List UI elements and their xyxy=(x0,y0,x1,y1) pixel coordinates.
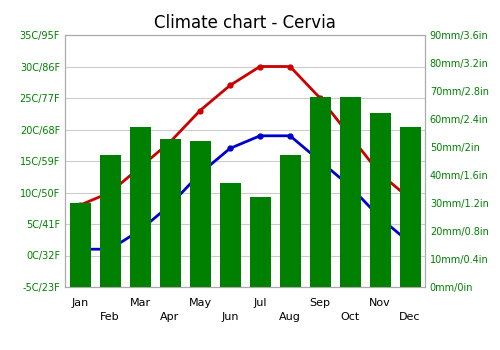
Bar xyxy=(160,139,180,287)
Bar xyxy=(310,97,330,287)
Bar xyxy=(250,197,270,287)
Bar xyxy=(70,203,90,287)
Bar xyxy=(130,127,150,287)
Bar xyxy=(220,183,240,287)
Bar xyxy=(100,155,120,287)
Bar xyxy=(370,113,390,287)
Text: Dec: Dec xyxy=(399,312,421,322)
Title: Climate chart - Cervia: Climate chart - Cervia xyxy=(154,14,336,32)
Text: Apr: Apr xyxy=(160,312,180,322)
Text: Sep: Sep xyxy=(310,298,330,308)
Text: Oct: Oct xyxy=(340,312,359,322)
Text: Jun: Jun xyxy=(221,312,239,322)
Text: Aug: Aug xyxy=(279,312,301,322)
Text: May: May xyxy=(188,298,212,308)
Bar xyxy=(400,127,420,287)
Bar xyxy=(190,141,210,287)
Text: Jul: Jul xyxy=(254,298,267,308)
Bar xyxy=(340,97,360,287)
Text: Feb: Feb xyxy=(100,312,120,322)
Text: Mar: Mar xyxy=(130,298,150,308)
Text: Jan: Jan xyxy=(72,298,88,308)
Text: Nov: Nov xyxy=(369,298,391,308)
Bar xyxy=(280,155,300,287)
